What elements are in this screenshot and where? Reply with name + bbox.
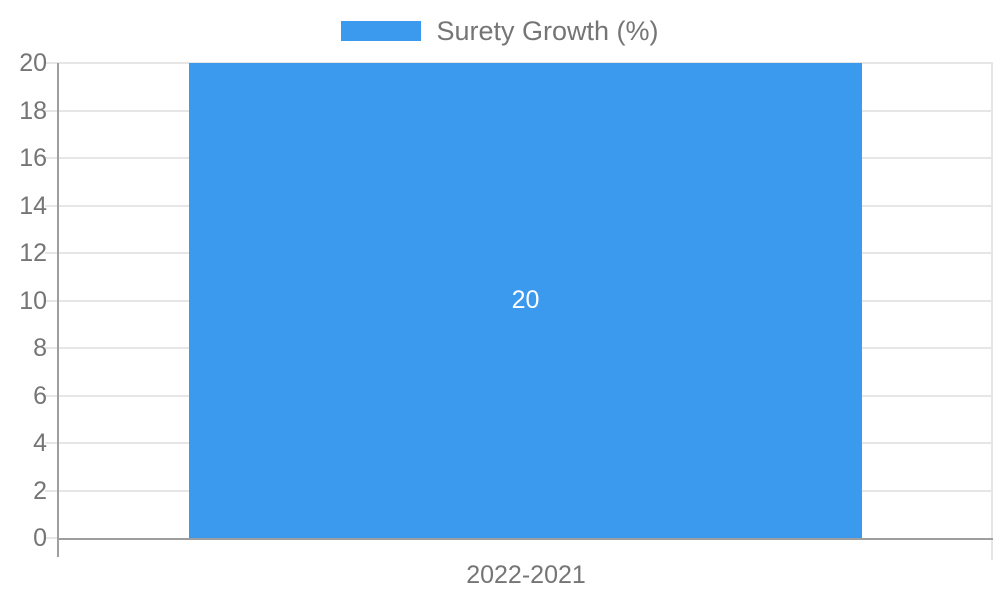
- y-axis-tick-label: 2: [33, 477, 47, 505]
- y-axis-tick-label: 12: [19, 239, 47, 267]
- x-axis-line: [57, 538, 993, 540]
- y-axis-tick-icon: [45, 442, 58, 444]
- y-axis-tick-label: 10: [19, 287, 47, 315]
- x-axis-category-label: 2022-2021: [466, 561, 586, 589]
- y-axis-tick-label: 4: [33, 429, 47, 457]
- bar-value-label: 20: [511, 286, 540, 314]
- y-axis-tick-label: 18: [19, 97, 47, 125]
- bar-surety-growth[interactable]: 20: [189, 63, 862, 538]
- y-axis-tick-label: 14: [19, 192, 47, 220]
- y-axis-tick-icon: [45, 157, 58, 159]
- y-axis-tick-icon: [45, 110, 58, 112]
- y-axis-tick-icon: [45, 252, 58, 254]
- y-axis-tick-label: 0: [33, 524, 47, 552]
- y-axis-tick-label: 6: [33, 382, 47, 410]
- y-axis-line: [57, 63, 59, 557]
- legend-color-swatch-icon: [341, 21, 422, 41]
- y-axis-tick-icon: [45, 300, 58, 302]
- y-axis-tick-icon: [45, 395, 58, 397]
- y-axis-tick-label: 8: [33, 334, 47, 362]
- y-axis-tick-label: 16: [19, 144, 47, 172]
- legend-series-label: Surety Growth (%): [436, 15, 659, 46]
- y-axis-tick-icon: [45, 62, 58, 64]
- y-axis-tick-icon: [45, 205, 58, 207]
- y-axis-tick-label: 20: [19, 49, 47, 77]
- y-axis-tick-icon: [45, 537, 58, 539]
- plot-right-border: [991, 63, 993, 560]
- chart-legend[interactable]: Surety Growth (%): [0, 16, 1000, 46]
- y-axis-tick-icon: [45, 347, 58, 349]
- y-axis-tick-icon: [45, 490, 58, 492]
